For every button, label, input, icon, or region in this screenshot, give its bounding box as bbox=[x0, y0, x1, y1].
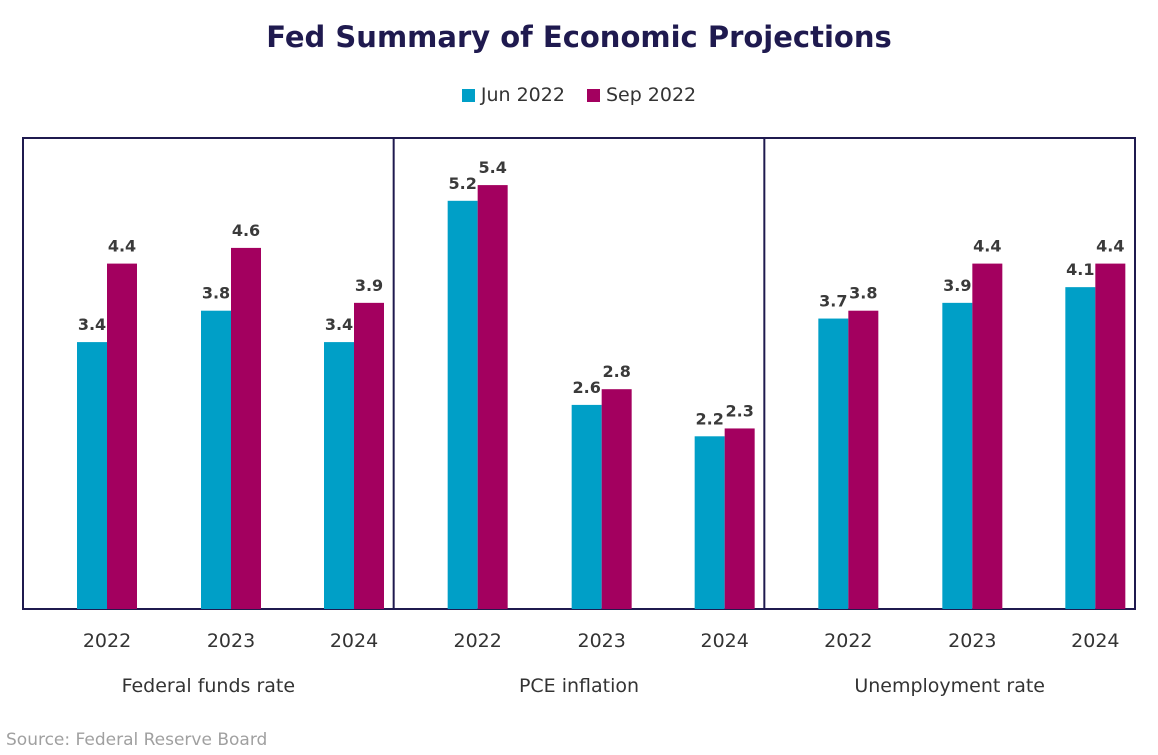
data-label-federal-funds-rate-2024-sep-2022: 3.9 bbox=[355, 276, 383, 295]
bar-unemployment-rate-2023-sep-2022 bbox=[972, 263, 1003, 609]
data-label-pce-inflation-2023-sep-2022: 2.8 bbox=[602, 362, 630, 381]
data-label-unemployment-rate-2023-sep-2022: 4.4 bbox=[973, 237, 1001, 256]
legend-swatch-jun-2022 bbox=[461, 88, 475, 102]
category-label-federal-funds-rate-2023: 2023 bbox=[207, 630, 255, 652]
chart-title: Fed Summary of Economic Projections bbox=[266, 20, 892, 54]
bar-federal-funds-rate-2023-sep-2022 bbox=[231, 247, 261, 609]
bar-pce-inflation-2024-jun-2022 bbox=[694, 436, 725, 609]
data-label-federal-funds-rate-2022-jun-2022: 3.4 bbox=[78, 315, 106, 334]
category-label-federal-funds-rate-2022: 2022 bbox=[83, 630, 131, 652]
data-label-unemployment-rate-2022-sep-2022: 3.8 bbox=[849, 284, 877, 303]
legend-item-jun-2022: Jun 2022 bbox=[461, 84, 565, 106]
data-label-unemployment-rate-2022-jun-2022: 3.7 bbox=[819, 292, 847, 311]
bar-unemployment-rate-2022-sep-2022 bbox=[848, 310, 879, 609]
bar-unemployment-rate-2024-sep-2022 bbox=[1095, 263, 1126, 609]
category-label-pce-inflation-2022: 2022 bbox=[453, 630, 501, 652]
data-label-pce-inflation-2022-sep-2022: 5.4 bbox=[478, 158, 506, 177]
category-label-unemployment-rate-2024: 2024 bbox=[1071, 630, 1119, 652]
data-label-federal-funds-rate-2024-jun-2022: 3.4 bbox=[325, 315, 353, 334]
bar-unemployment-rate-2024-jun-2022 bbox=[1065, 287, 1096, 609]
data-label-federal-funds-rate-2023-sep-2022: 4.6 bbox=[232, 221, 260, 240]
bar-unemployment-rate-2022-jun-2022 bbox=[818, 318, 849, 609]
bar-pce-inflation-2022-sep-2022 bbox=[477, 185, 508, 609]
bar-pce-inflation-2024-sep-2022 bbox=[724, 428, 755, 609]
data-label-federal-funds-rate-2022-sep-2022: 4.4 bbox=[108, 237, 136, 256]
panel-label-pce-inflation: PCE inflation bbox=[519, 675, 639, 697]
panel-label-unemployment-rate: Unemployment rate bbox=[854, 675, 1045, 697]
category-label-pce-inflation-2024: 2024 bbox=[700, 630, 748, 652]
bar-federal-funds-rate-2022-jun-2022 bbox=[77, 342, 107, 609]
data-label-pce-inflation-2024-jun-2022: 2.2 bbox=[695, 409, 723, 428]
legend-label-jun-2022: Jun 2022 bbox=[480, 84, 565, 106]
bar-federal-funds-rate-2024-jun-2022 bbox=[324, 342, 354, 609]
legend: Jun 2022 Sep 2022 bbox=[0, 84, 1158, 106]
data-label-pce-inflation-2023-jun-2022: 2.6 bbox=[572, 378, 600, 397]
category-label-unemployment-rate-2023: 2023 bbox=[948, 630, 996, 652]
data-label-unemployment-rate-2024-jun-2022: 4.1 bbox=[1066, 260, 1094, 279]
data-label-pce-inflation-2022-jun-2022: 5.2 bbox=[448, 174, 476, 193]
panel-label-federal-funds-rate: Federal funds rate bbox=[122, 675, 295, 697]
category-label-federal-funds-rate-2024: 2024 bbox=[330, 630, 378, 652]
bar-federal-funds-rate-2023-jun-2022 bbox=[201, 310, 231, 609]
legend-label-sep-2022: Sep 2022 bbox=[605, 84, 697, 106]
source-note: Source: Federal Reserve Board bbox=[6, 730, 268, 750]
legend-item-sep-2022: Sep 2022 bbox=[586, 84, 697, 106]
data-label-unemployment-rate-2023-jun-2022: 3.9 bbox=[943, 276, 971, 295]
bar-federal-funds-rate-2022-sep-2022 bbox=[107, 263, 137, 609]
legend-swatch-sep-2022 bbox=[586, 88, 600, 102]
bar-pce-inflation-2023-sep-2022 bbox=[601, 389, 632, 609]
data-label-pce-inflation-2024-sep-2022: 2.3 bbox=[725, 401, 753, 420]
category-label-pce-inflation-2023: 2023 bbox=[577, 630, 625, 652]
bar-federal-funds-rate-2024-sep-2022 bbox=[354, 302, 384, 609]
bar-pce-inflation-2023-jun-2022 bbox=[571, 404, 602, 609]
bar-unemployment-rate-2023-jun-2022 bbox=[942, 302, 973, 609]
data-label-federal-funds-rate-2023-jun-2022: 3.8 bbox=[202, 284, 230, 303]
bar-pce-inflation-2022-jun-2022 bbox=[447, 200, 478, 610]
category-label-unemployment-rate-2022: 2022 bbox=[824, 630, 872, 652]
data-label-unemployment-rate-2024-sep-2022: 4.4 bbox=[1096, 237, 1124, 256]
